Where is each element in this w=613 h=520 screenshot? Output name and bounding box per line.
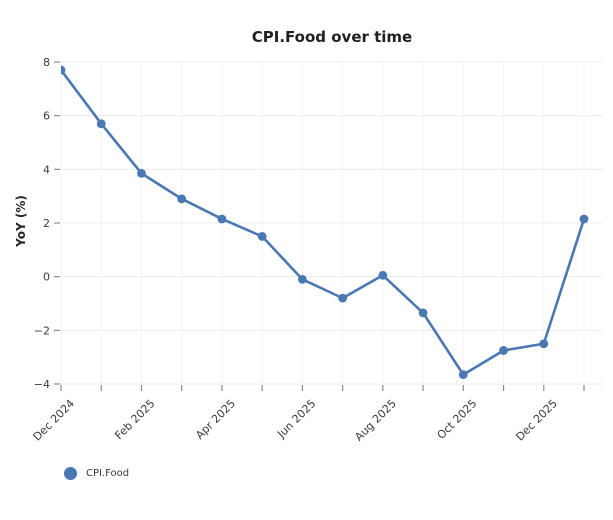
y-tick-label: 0 [43, 271, 50, 284]
data-point [217, 214, 227, 224]
data-point [257, 232, 267, 241]
cpi-food-line [61, 68, 586, 376]
x-tick-label: Jun 2025 [274, 397, 318, 441]
data-point [378, 270, 388, 280]
data-point [297, 274, 307, 284]
data-point [61, 65, 66, 75]
x-tick-label: Dec 2025 [513, 397, 560, 444]
y-tick-label: 4 [43, 163, 50, 176]
gridlines [60, 61, 603, 385]
x-tick-label: Dec 2024 [31, 397, 78, 444]
x-tick-label: Apr 2025 [193, 397, 238, 442]
data-point [458, 370, 468, 380]
x-tick-label: Feb 2025 [112, 397, 157, 442]
data-point [96, 119, 106, 129]
data-point [579, 214, 589, 224]
x-tick-label: Oct 2025 [435, 397, 480, 442]
y-tick-label: −2 [34, 324, 50, 337]
data-point [177, 194, 187, 204]
legend: CPI.Food [64, 467, 129, 480]
data-point [539, 339, 549, 349]
data-point [499, 346, 508, 355]
y-tick-label: 8 [43, 56, 50, 69]
axis-ticks [54, 61, 585, 391]
y-tick-labels: 8 6 4 2 0 −2 −4 [34, 56, 50, 391]
y-tick-label: −4 [34, 378, 50, 391]
chart-title: CPI.Food over time [251, 28, 413, 46]
y-tick-label: 2 [43, 217, 50, 230]
data-point [137, 168, 146, 178]
series-cpi-food [61, 65, 589, 380]
x-tick-label: Aug 2025 [352, 397, 399, 444]
y-tick-label: 6 [43, 110, 50, 123]
legend-series-label: CPI.Food [86, 468, 130, 479]
legend-marker-icon [64, 467, 77, 480]
x-tick-labels: Dec 2024 Feb 2025 Apr 2025 Jun 2025 Aug 2025… [31, 397, 560, 444]
data-point [338, 293, 348, 303]
data-point [418, 308, 428, 318]
